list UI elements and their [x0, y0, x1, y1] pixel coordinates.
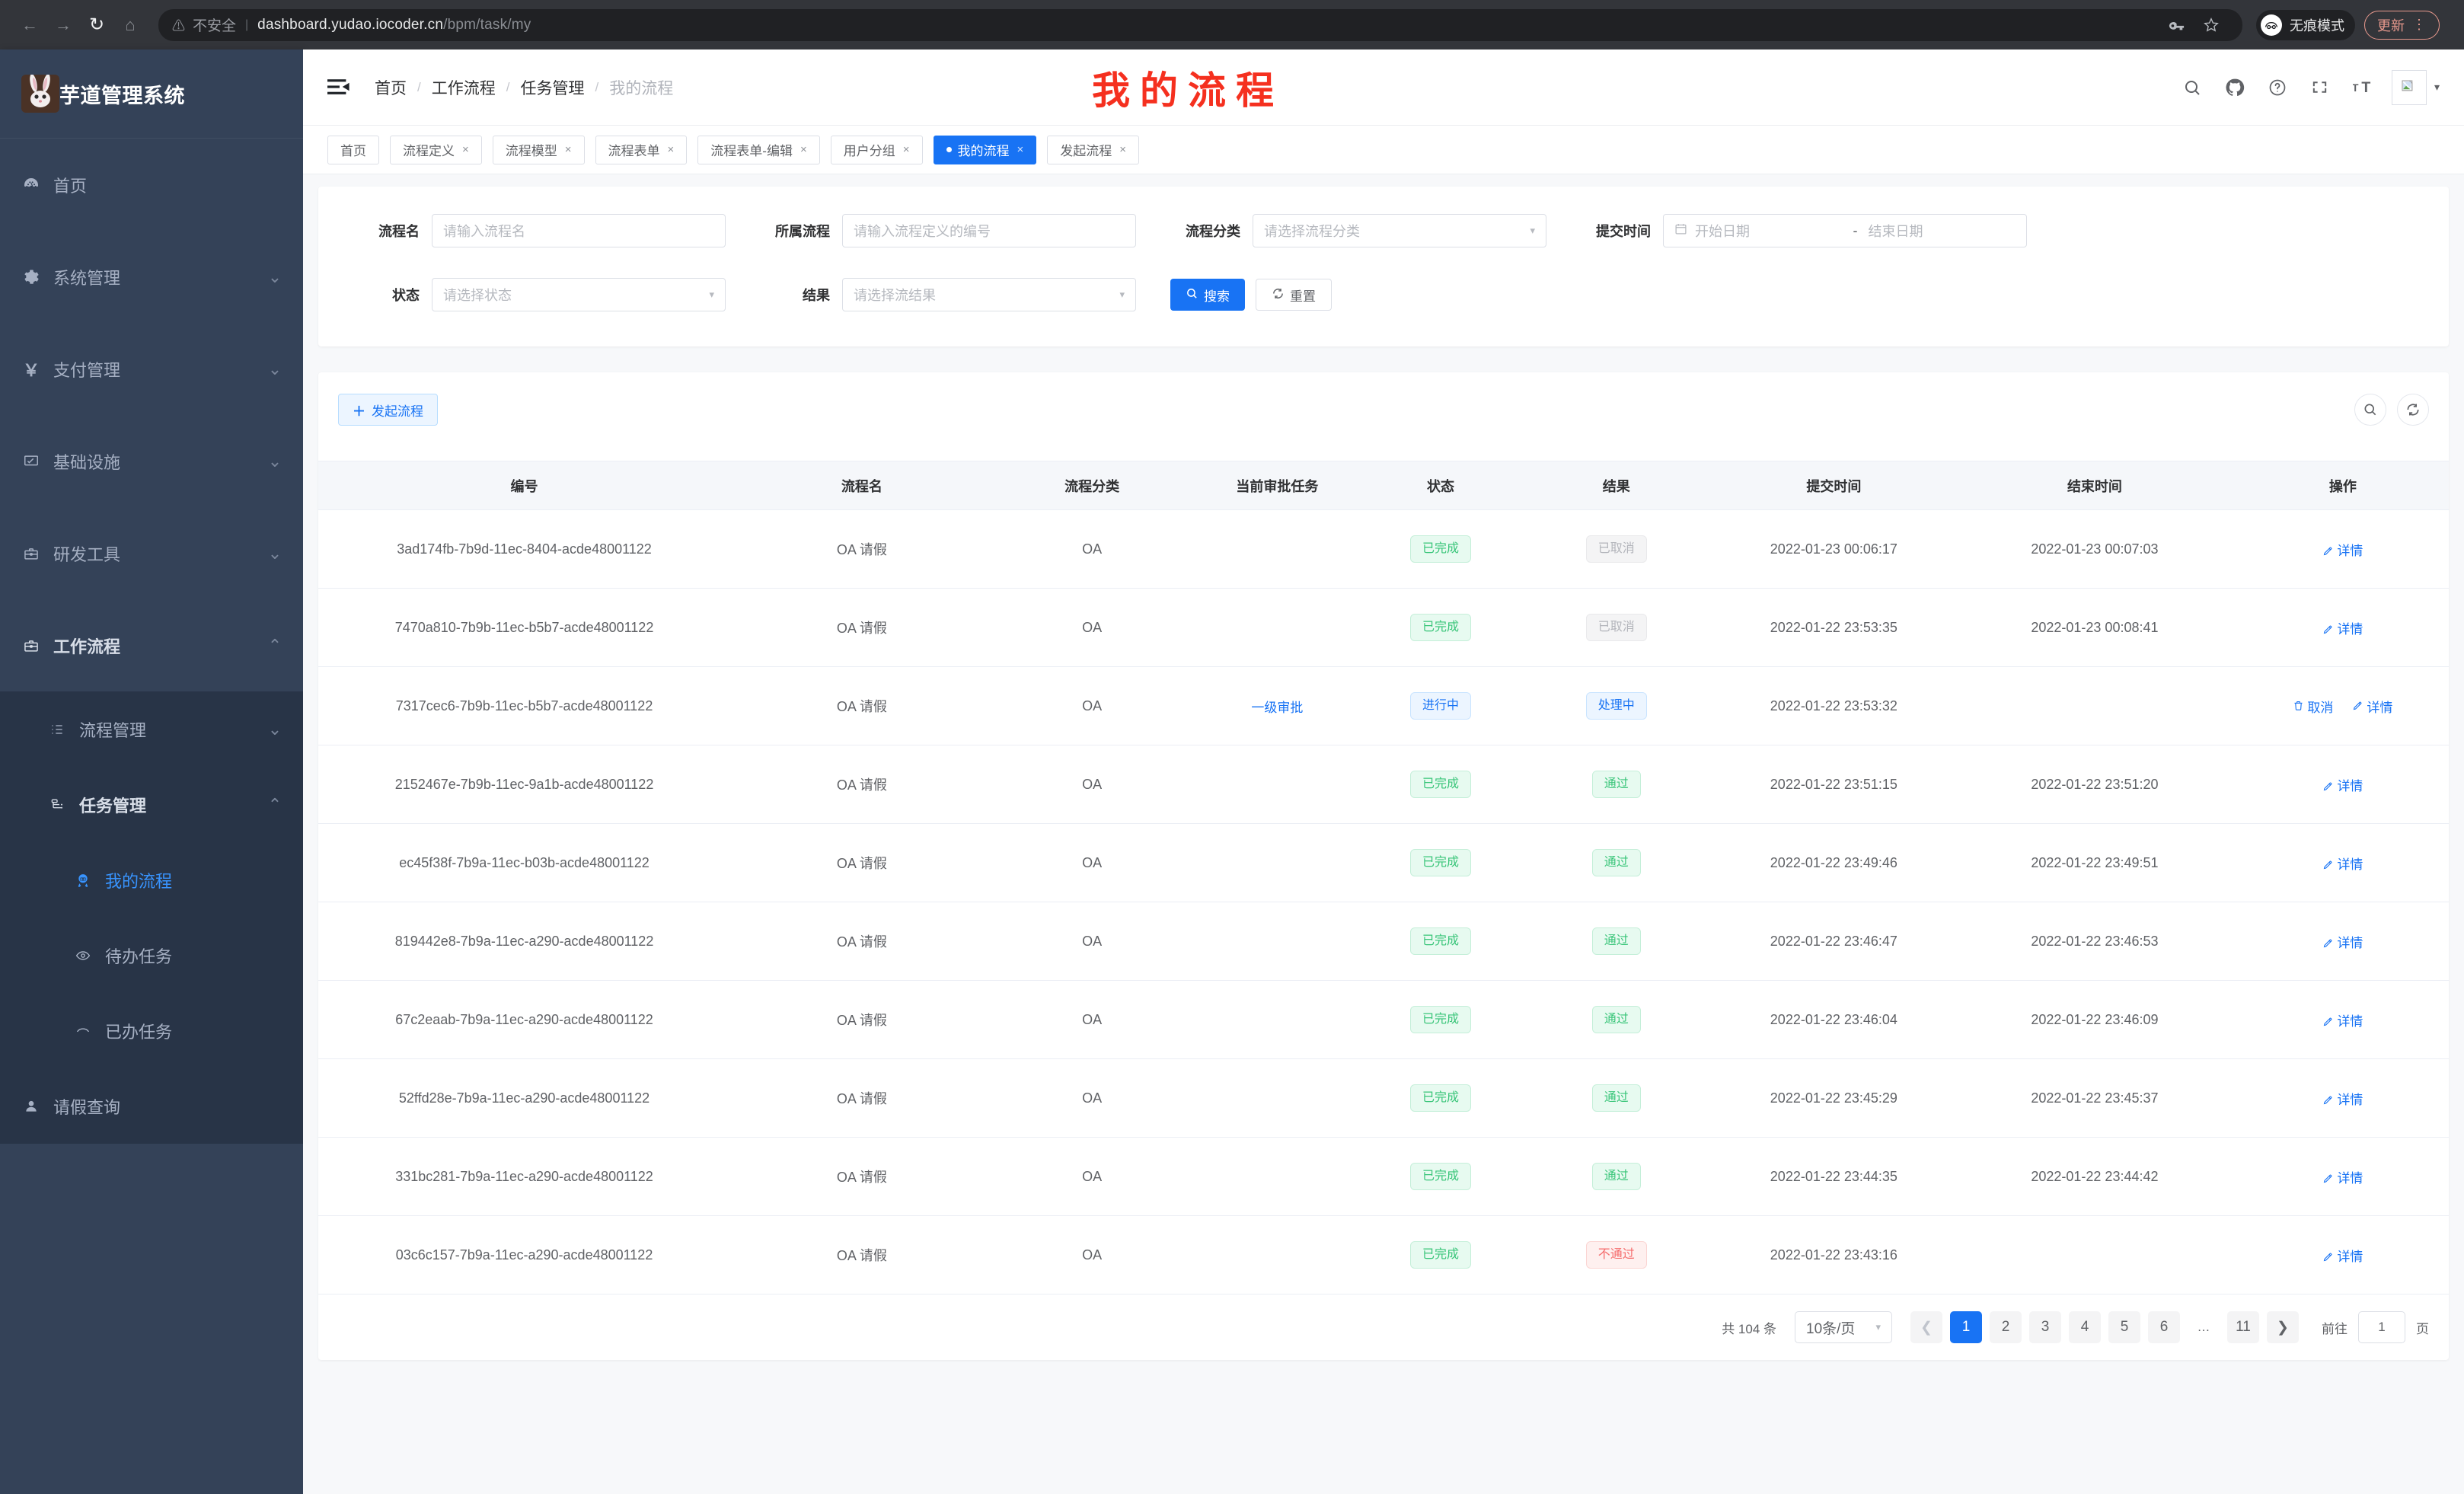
svg-text:T: T — [2361, 78, 2370, 95]
svg-text:T: T — [2353, 81, 2359, 93]
